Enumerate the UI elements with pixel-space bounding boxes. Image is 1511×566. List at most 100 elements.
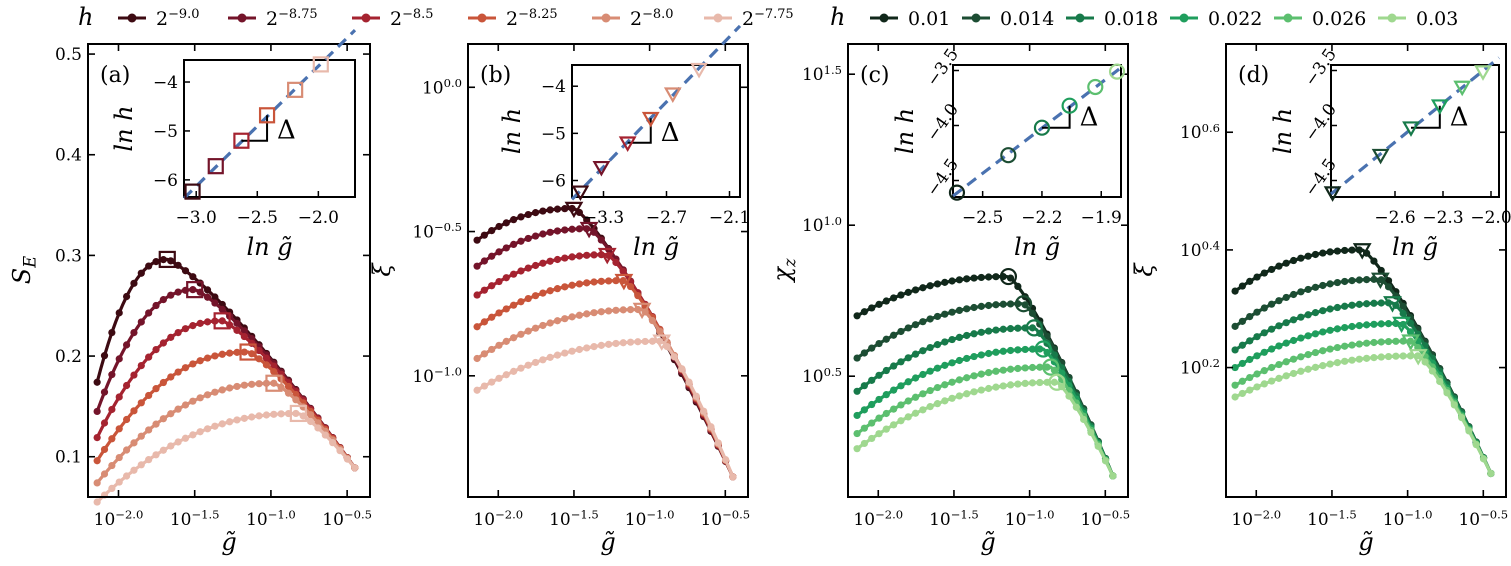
- x-tick-label: 10−0.5: [700, 508, 750, 530]
- data-point: [211, 293, 219, 301]
- data-point: [1406, 337, 1415, 345]
- x-tick-label: 10−0.5: [322, 508, 372, 530]
- data-point: [211, 299, 219, 307]
- data-point: [590, 309, 598, 317]
- inset-marker: [312, 56, 329, 73]
- data-point: [626, 338, 635, 346]
- data-point: [1275, 322, 1283, 330]
- data-point: [1231, 363, 1239, 372]
- inset-y-tick-label: −5: [541, 124, 566, 144]
- data-point: [115, 453, 123, 462]
- inset-marker: [258, 107, 276, 124]
- inset-marker: [184, 183, 201, 200]
- data-point: [137, 269, 145, 277]
- data-point: [1363, 321, 1371, 329]
- inset-x-label: ln g̃: [633, 233, 679, 261]
- data-point: [226, 418, 234, 426]
- data-point: [1231, 393, 1239, 401]
- data-point: [517, 298, 525, 306]
- data-point: [992, 383, 1000, 391]
- data-point: [1326, 360, 1334, 368]
- data-point: [270, 379, 278, 387]
- data-point: [897, 382, 905, 390]
- data-point: [1282, 319, 1290, 327]
- data-point: [1319, 249, 1327, 257]
- data-point: [963, 331, 971, 340]
- data-point: [1341, 357, 1349, 365]
- data-point: [531, 261, 540, 270]
- data-point: [495, 341, 503, 349]
- data-point: [1304, 311, 1312, 319]
- data-point: [882, 409, 890, 418]
- data-point: [167, 442, 175, 450]
- data-point: [948, 378, 956, 386]
- data-point: [1028, 363, 1037, 372]
- data-point: [1050, 378, 1058, 386]
- legend-entry: 2−8.75: [266, 7, 318, 30]
- data-point: [977, 386, 985, 394]
- data-point: [1246, 337, 1254, 345]
- data-point: [159, 256, 167, 264]
- data-point: [1036, 378, 1044, 387]
- data-point: [495, 309, 503, 317]
- data-point: [306, 417, 315, 426]
- data-point: [890, 405, 898, 413]
- y-tick-label: 101.0: [802, 214, 842, 236]
- data-point: [108, 405, 116, 414]
- data-point: [1036, 345, 1044, 353]
- data-point: [531, 209, 540, 217]
- data-point: [1297, 313, 1305, 321]
- data-point: [145, 426, 153, 434]
- data-point: [970, 352, 978, 361]
- data-point: [488, 252, 496, 260]
- data-point: [115, 309, 123, 317]
- data-point: [875, 300, 883, 308]
- data-point: [1348, 277, 1356, 285]
- data-point: [612, 339, 620, 348]
- data-point: [480, 286, 488, 294]
- data-point: [875, 414, 883, 422]
- y-tick-label: 0.3: [55, 246, 82, 266]
- axes-frame: [847, 43, 1129, 498]
- data-point: [1487, 469, 1495, 478]
- data-point: [174, 368, 182, 376]
- inset-x-tick-label: −2.2: [1021, 208, 1062, 228]
- legend-marker: [879, 13, 889, 23]
- x-axis-label: g̃: [221, 528, 236, 556]
- data-point: [897, 417, 905, 425]
- data-point: [226, 349, 234, 357]
- legend-marker: [361, 13, 371, 23]
- data-point: [517, 213, 525, 221]
- data-point: [1392, 337, 1400, 345]
- inset-marker: [1000, 147, 1017, 164]
- data-point: [159, 296, 167, 304]
- data-point: [108, 484, 116, 492]
- data-point: [926, 282, 934, 290]
- inset-y-tick-label: −5: [153, 122, 178, 142]
- data-point: [1304, 365, 1312, 373]
- data-point: [502, 244, 510, 252]
- inset-y-tick-label: −4: [541, 77, 566, 97]
- inset-marker: [1033, 119, 1051, 136]
- x-tick-label: 10−1.5: [170, 508, 220, 530]
- data-point: [1231, 381, 1239, 389]
- data-point: [904, 324, 912, 332]
- series-5: [473, 302, 737, 481]
- data-point: [1036, 363, 1044, 371]
- data-point: [1231, 322, 1239, 330]
- data-point: [597, 277, 605, 285]
- data-point: [597, 308, 605, 316]
- inset-marker: [1061, 97, 1078, 114]
- data-point: [1377, 320, 1385, 328]
- data-point: [721, 456, 730, 464]
- peak-marker: [999, 267, 1018, 286]
- legend-entry: 0.03: [1416, 8, 1458, 30]
- data-point: [159, 415, 167, 423]
- panel-c: 101.5 101.0 100.5 10−2.0 10−1.5 10−1.0 10−0.5 g…: [768, 43, 1130, 556]
- data-point: [1297, 353, 1305, 361]
- data-point: [1246, 386, 1254, 394]
- data-point: [1384, 277, 1393, 285]
- data-point: [1289, 290, 1298, 299]
- data-point: [919, 390, 927, 398]
- inset-y-label: ln h: [110, 105, 138, 151]
